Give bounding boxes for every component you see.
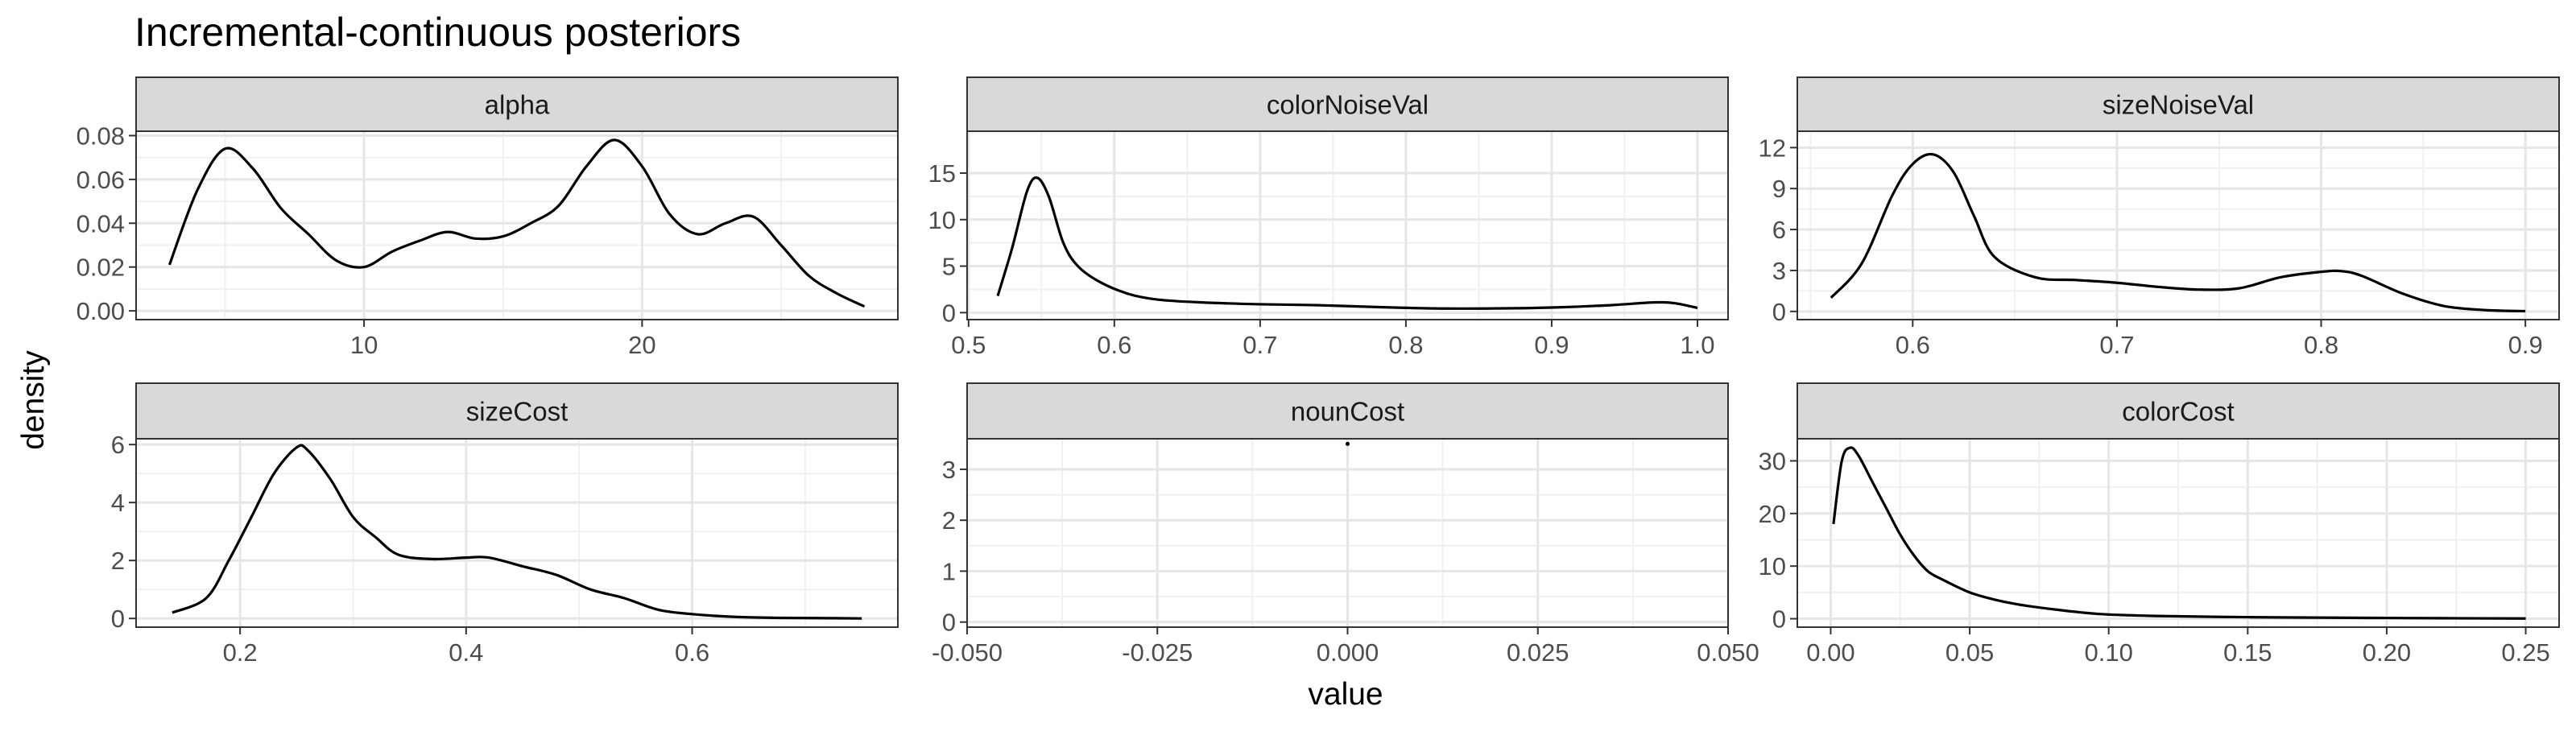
- y-tick-label: 0.04: [76, 209, 125, 237]
- x-tick-label: 0.7: [1243, 331, 1277, 359]
- y-tick-label: 9: [1772, 175, 1786, 203]
- y-tick-label: 0: [942, 609, 956, 637]
- x-tick-label: 1.0: [1680, 331, 1714, 359]
- x-tick-label: 0.6: [675, 638, 709, 667]
- y-tick-label: 6: [111, 431, 125, 459]
- density-curve: [167, 138, 866, 308]
- y-tick-label: 6: [1772, 216, 1786, 244]
- panel-colorNoiseVal: colorNoiseVal 0.5 0.6 0.7 0.8 0.9 1.0 0 5 10 15: [928, 76, 1729, 359]
- density-point: [1346, 441, 1350, 446]
- facet-strip: [966, 76, 1729, 132]
- x-tick-label: 0.7: [2099, 331, 2134, 359]
- facet-label: sizeCost: [466, 397, 569, 427]
- x-tick-label: 0.5: [951, 331, 986, 359]
- panel-border: [1797, 130, 2560, 320]
- x-tick-label: 0.15: [2223, 638, 2272, 667]
- y-tick-label: 0.02: [76, 254, 125, 282]
- panel-border: [966, 130, 1729, 320]
- y-tick-label: 0: [1772, 605, 1786, 634]
- x-tick-label: 20: [628, 331, 655, 359]
- y-tick-label: 0.00: [76, 297, 125, 325]
- x-tick-label: 0.9: [1534, 331, 1569, 359]
- y-tick-label: 20: [1759, 500, 1786, 528]
- x-tick-label: 0.8: [1388, 331, 1423, 359]
- y-tick-label: 3: [942, 456, 956, 484]
- x-tick-label: 0.00: [1806, 638, 1854, 667]
- y-tick-label: 10: [928, 206, 956, 234]
- panel-sizeNoiseVal: sizeNoiseVal 0.6 0.7 0.8 0.9 0 3 6 9 12: [1759, 76, 2560, 359]
- y-tick-label: 0: [1772, 298, 1786, 326]
- y-tick-label: 2: [111, 547, 125, 575]
- y-tick-label: 0.06: [76, 166, 125, 194]
- facet-label: colorNoiseVal: [1267, 90, 1429, 120]
- x-tick-label: 0.9: [2508, 331, 2543, 359]
- y-tick-label: 0: [942, 299, 956, 327]
- y-tick-label: 12: [1759, 134, 1786, 162]
- facet-strip: [135, 382, 899, 440]
- y-tick-label: 4: [111, 489, 125, 517]
- panel-border: [1797, 438, 2560, 628]
- y-tick-label: 10: [1759, 552, 1786, 580]
- x-tick-label: 0.8: [2304, 331, 2338, 359]
- x-tick-label: 0.20: [2363, 638, 2411, 667]
- y-tick-label: 0: [111, 605, 125, 633]
- x-tick-label: -0.050: [932, 638, 1003, 667]
- chart-title: Incremental-continuous posteriors: [134, 10, 741, 55]
- density-curve: [172, 444, 862, 620]
- panel-sizeCost: sizeCost 0.2 0.4 0.6 0 2 4 6: [111, 382, 899, 667]
- y-tick-label: 2: [942, 506, 956, 535]
- facet-strip: [1797, 382, 2560, 440]
- density-curve: [1830, 152, 2526, 313]
- facet-label: nounCost: [1291, 397, 1404, 427]
- x-tick-label: 0.000: [1317, 638, 1379, 667]
- facet-label: colorCost: [2122, 397, 2234, 427]
- y-tick-label: 0.08: [76, 122, 125, 150]
- x-axis-label: value: [1308, 677, 1383, 712]
- y-tick-label: 1: [942, 557, 956, 585]
- x-tick-label: 0.25: [2501, 638, 2549, 667]
- y-tick-label: 30: [1759, 447, 1786, 475]
- x-tick-label: 0.6: [1097, 331, 1131, 359]
- panel-nounCost: nounCost -0.050 -0.025 0.000 0.025 0.050 0 1 2 3: [932, 382, 1759, 667]
- panel-background: [136, 439, 898, 627]
- x-tick-label: 0.2: [223, 638, 258, 667]
- x-tick-label: -0.025: [1122, 638, 1193, 667]
- panel-border: [966, 438, 1729, 628]
- panel-colorCost: colorCost 0.00 0.05 0.10 0.15 0.20 0.25 0 10 20 30: [1759, 382, 2560, 667]
- y-axis-label: density: [16, 350, 51, 450]
- panel-background: [136, 131, 898, 320]
- panel-border: [135, 130, 899, 320]
- facet-strip: [966, 382, 1729, 440]
- y-tick-label: 5: [942, 253, 956, 281]
- x-tick-label: 0.10: [2085, 638, 2133, 667]
- panel-background: [967, 131, 1728, 320]
- y-tick-label: 3: [1772, 257, 1786, 285]
- facet-label: alpha: [485, 90, 550, 120]
- density-curve: [1832, 446, 2526, 620]
- x-tick-label: 10: [350, 331, 378, 359]
- y-tick-label: 15: [928, 159, 956, 188]
- panel-alpha: alpha 10 20 0.00 0.02 0.04 0.06 0.08: [76, 76, 899, 359]
- x-tick-label: 0.025: [1507, 638, 1569, 667]
- facet-strip: [1797, 76, 2560, 132]
- panel-border: [135, 438, 899, 628]
- facet-strip: [135, 76, 899, 132]
- density-curve: [996, 176, 1698, 310]
- facet-label: sizeNoiseVal: [2103, 90, 2254, 120]
- x-tick-label: 0.050: [1697, 638, 1759, 667]
- x-tick-label: 0.05: [1945, 638, 1994, 667]
- x-tick-label: 0.6: [1896, 331, 1930, 359]
- x-tick-label: 0.4: [449, 638, 483, 667]
